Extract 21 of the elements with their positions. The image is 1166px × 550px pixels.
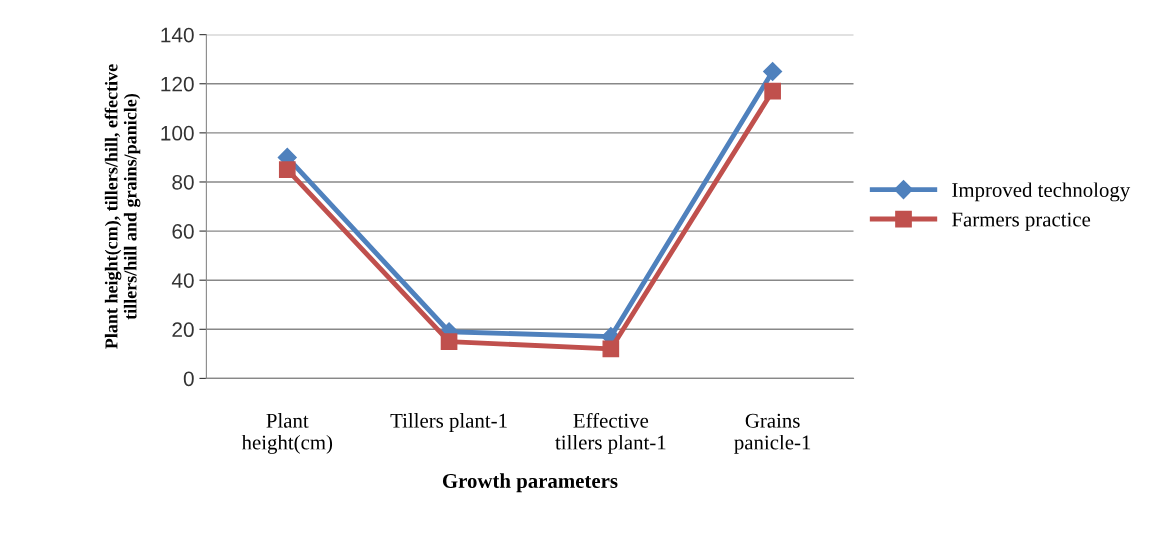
y-tick-label: 60	[172, 224, 194, 239]
y-tick-label: 80	[172, 174, 194, 190]
x-tick-label: Tillers plant-1	[390, 413, 507, 433]
y-tick-label: 120	[161, 76, 194, 92]
legend-label: Improved technology	[952, 182, 1131, 202]
point	[278, 161, 296, 179]
legend-label: Farmers practice	[952, 212, 1091, 231]
point	[440, 333, 458, 350]
y-tick-label: 0	[183, 371, 194, 387]
y-tick-label: 40	[171, 273, 194, 288]
x-tick-label: Grains panicle-1	[734, 413, 811, 454]
y-axis-title: Plant height(cm), tillers/hill, effective tillers/hill and grains/panicle)	[104, 64, 141, 349]
x-tick-label: Plant height(cm)	[241, 413, 333, 454]
x-axis-title: Growth parameters	[442, 473, 618, 493]
x-tick-label: Effective tillers plant-1	[555, 412, 666, 454]
point	[763, 61, 783, 82]
y-tick-label: 140	[161, 27, 194, 43]
y-tick-label: 20	[172, 322, 194, 338]
y-tick-label: 100	[161, 125, 194, 141]
point	[764, 82, 781, 100]
point	[602, 340, 620, 358]
